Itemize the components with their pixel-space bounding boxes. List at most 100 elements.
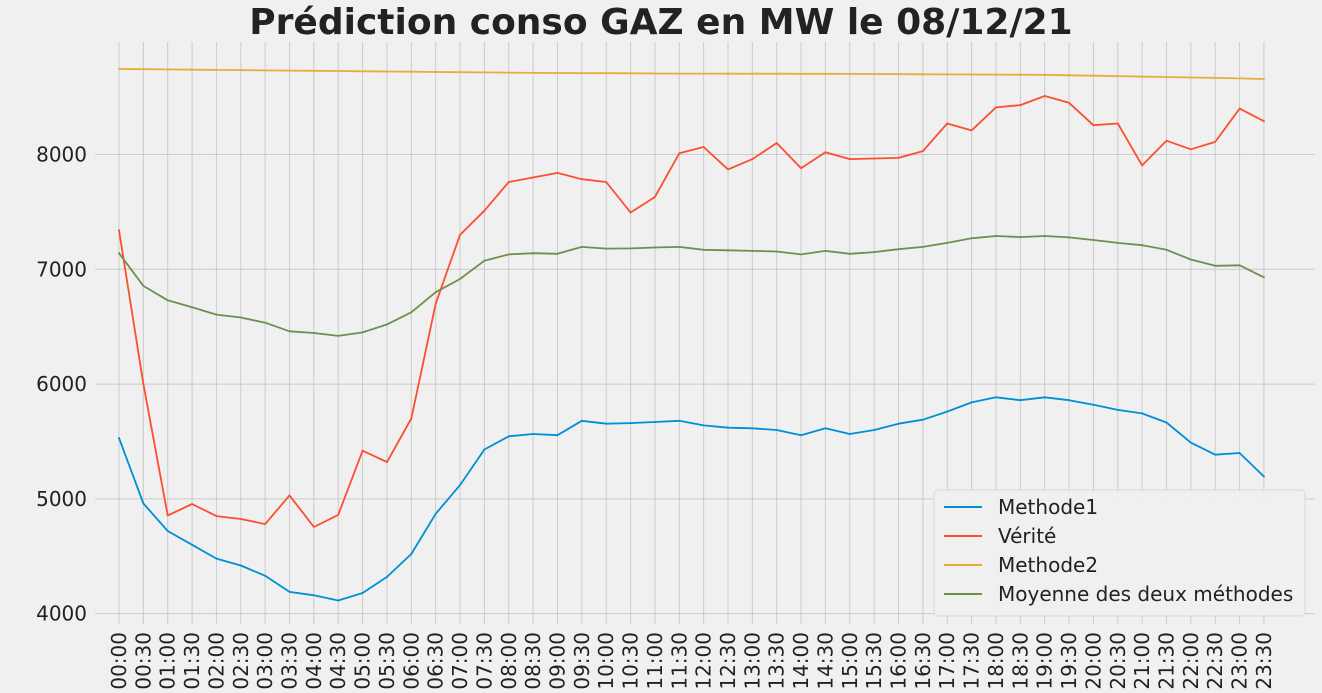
x-tick-label: 00:00 (107, 632, 131, 690)
data-point (824, 427, 827, 430)
data-point (1092, 74, 1095, 77)
data-point (1238, 264, 1241, 267)
data-point (191, 503, 194, 505)
data-point (1165, 421, 1168, 424)
data-point (264, 321, 267, 324)
data-point (848, 158, 851, 161)
data-point (288, 494, 291, 497)
data-point (313, 332, 315, 334)
data-point (629, 211, 632, 214)
x-tick-label: 07:00 (448, 632, 472, 690)
data-point (751, 427, 754, 430)
x-tick-label: 20:00 (1081, 632, 1105, 690)
data-point (507, 253, 510, 256)
data-point (532, 176, 534, 179)
data-point (678, 72, 681, 75)
data-point (678, 419, 681, 422)
data-point (337, 335, 340, 337)
data-point (678, 152, 681, 155)
data-point (1238, 452, 1241, 454)
data-point (897, 422, 900, 425)
data-point (215, 69, 218, 71)
x-tick-label: 05:30 (375, 632, 399, 690)
data-point (1189, 148, 1192, 151)
data-point (678, 246, 681, 248)
data-point (1263, 120, 1265, 123)
data-point (434, 302, 437, 305)
data-point (166, 299, 169, 302)
y-tick-label: 7000 (36, 257, 87, 281)
series-line-1 (118, 95, 1265, 528)
data-point (605, 72, 608, 75)
data-point (386, 576, 388, 578)
data-point (775, 250, 778, 253)
data-point (288, 69, 291, 72)
data-point (459, 71, 461, 74)
data-point (727, 168, 729, 171)
x-tick-label: 02:30 (229, 632, 253, 690)
data-point (191, 306, 194, 309)
data-point (751, 72, 754, 75)
data-point (556, 434, 559, 437)
data-point (1189, 258, 1192, 261)
x-tick-label: 11:00 (643, 632, 667, 690)
data-point (410, 70, 413, 73)
data-point (873, 251, 876, 254)
x-tick-label: 17:30 (960, 632, 984, 690)
data-point (605, 422, 608, 425)
x-tick-label: 17:00 (935, 632, 959, 690)
x-tick-label: 22:30 (1203, 632, 1227, 690)
data-point (946, 410, 949, 413)
data-point (702, 72, 705, 75)
data-point (824, 151, 827, 154)
legend-label: Moyenne des deux méthodes (998, 582, 1293, 606)
data-point (1141, 244, 1143, 247)
data-point (313, 594, 315, 597)
data-point (897, 73, 900, 75)
data-point (775, 72, 778, 75)
x-tick-label: 06:30 (424, 632, 448, 690)
data-point (629, 72, 632, 75)
data-point (361, 592, 364, 594)
x-tick-label: 23:30 (1252, 632, 1276, 690)
data-point (702, 248, 705, 251)
data-point (1141, 164, 1143, 167)
data-point (1116, 122, 1119, 125)
x-tick-label: 04:00 (302, 632, 326, 690)
data-point (434, 512, 437, 515)
data-point (556, 252, 559, 255)
data-point (580, 419, 583, 422)
data-point (654, 421, 656, 423)
data-point (483, 71, 486, 74)
data-point (1043, 95, 1046, 97)
data-point (1165, 139, 1168, 142)
data-point (361, 331, 364, 334)
x-tick-label: 22:00 (1179, 632, 1203, 690)
data-point (337, 514, 340, 516)
data-point (848, 252, 851, 255)
x-tick-label: 19:00 (1033, 632, 1057, 690)
data-point (995, 106, 997, 109)
data-point (313, 526, 315, 528)
data-point (1263, 276, 1265, 279)
x-tick-label: 10:30 (619, 632, 643, 690)
data-point (1141, 75, 1143, 78)
data-point (386, 70, 388, 73)
data-point (459, 234, 461, 236)
y-tick-label: 5000 (36, 487, 87, 511)
data-point (1068, 399, 1070, 402)
data-point (239, 316, 242, 319)
legend-label: Methode2 (998, 553, 1098, 577)
data-point (288, 330, 291, 333)
series-line-3 (118, 235, 1265, 337)
data-point (580, 72, 583, 74)
data-point (605, 181, 608, 183)
data-point (507, 181, 510, 183)
data-point (264, 574, 267, 577)
data-point (166, 68, 169, 71)
data-point (970, 237, 973, 240)
data-point (191, 68, 194, 71)
y-tick-label: 4000 (36, 602, 87, 626)
data-point (1092, 239, 1095, 241)
